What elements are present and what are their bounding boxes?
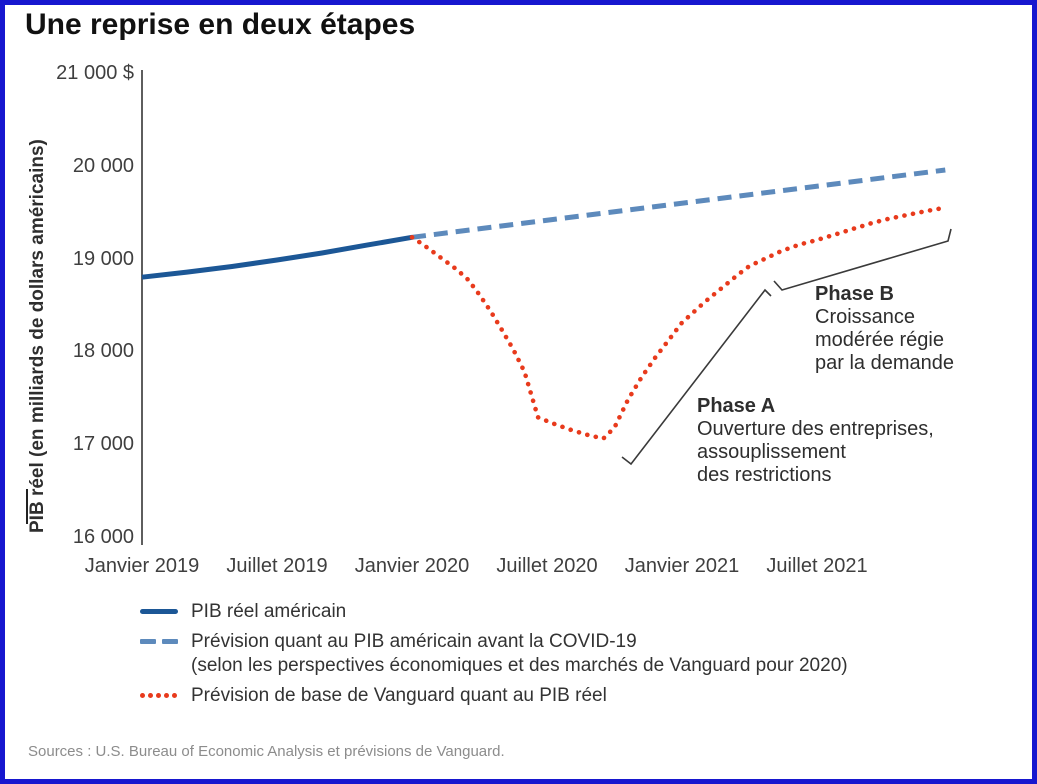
annotation-phase-a: Phase A Ouverture des entreprises, assou… [697,395,934,487]
x-tick-label: Janvier 2021 [624,555,740,577]
legend-item: PIB réel américain [140,600,848,624]
legend-item: Prévision de base de Vanguard quant au P… [140,684,848,708]
series-line-solid [141,234,413,280]
x-tick-label: Janvier 2019 [84,555,200,577]
legend-label: Prévision de base de Vanguard quant au P… [191,685,607,706]
legend-swatch-dot [148,693,153,698]
legend-label: Prévision quant au PIB américain avant l… [191,631,848,676]
legend-swatch-dotted [140,693,178,698]
legend-swatch-dashed [140,639,178,644]
y-tick-label: 16 000 [72,526,134,548]
x-tick-label: Juillet 2019 [226,555,328,577]
legend-label: PIB réel américain [191,601,347,622]
legend-swatch-solid [140,609,178,614]
legend-swatch-dot [156,693,161,698]
y-tick-label: 17 000 [72,433,134,456]
legend-item: Prévision quant au PIB américain avant l… [140,630,848,678]
x-tick-label: Juillet 2020 [496,555,598,577]
annotation-phase-a-title: Phase A [697,395,776,417]
legend-swatch-dot [172,693,177,698]
series-line-dotted [409,205,948,441]
annotation-pointer-phase-b [773,228,952,291]
y-tick-label: 18 000 [72,340,134,363]
annotation-phase-b-title: Phase B [815,283,894,305]
annotation-phase-a-line: des restrictions [697,464,832,486]
source-note: Sources : U.S. Bureau of Economic Analys… [28,743,505,760]
series-line-dashed [411,167,946,240]
annotation-phase-a-line: Ouverture des entreprises, [697,418,934,440]
y-tick-label: 21 000 $ [56,62,134,84]
annotation-pointer-phase-a [621,288,772,466]
annotation-phase-b: Phase B Croissance modérée régie par la … [815,283,954,375]
x-tick-label: Juillet 2021 [766,555,868,577]
chart-title: Une reprise en deux étapes [25,8,416,41]
annotation-phase-b-line: modérée régie [815,329,944,351]
annotation-phase-a-line: assouplissement [697,441,846,463]
y-tick-label: 19 000 [72,247,134,270]
legend-swatch-dot [140,693,145,698]
legend-swatch-dot [164,693,169,698]
legend-swatch-dash [162,639,178,644]
legend: PIB réel américain Prévision quant au PIB… [140,600,848,714]
legend-swatch-line [140,609,178,614]
annotation-phase-b-line: par la demande [815,352,954,374]
legend-swatch-dash [140,639,156,644]
x-tick-label: Janvier 2020 [354,555,470,577]
annotation-phase-b-line: Croissance [815,306,916,328]
y-axis-title-mark [26,489,28,524]
y-tick-label: 20 000 [72,154,134,177]
